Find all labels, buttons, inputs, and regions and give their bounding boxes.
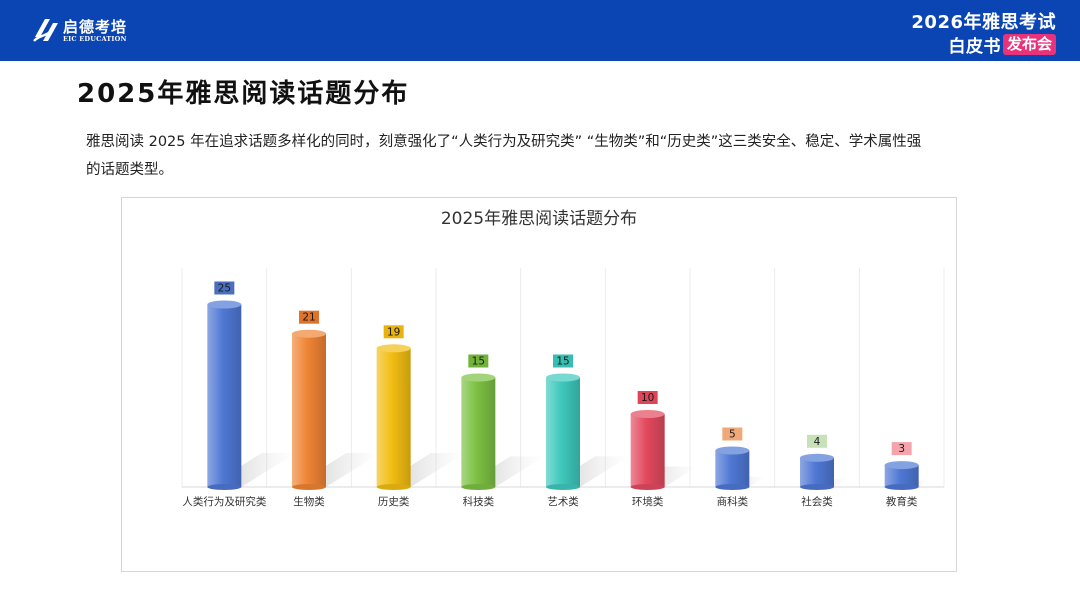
data-label-text: 21 bbox=[302, 312, 315, 324]
bar-body bbox=[630, 414, 665, 487]
bar-cap bbox=[630, 410, 665, 418]
bar-body bbox=[376, 348, 411, 487]
data-label: 3 bbox=[891, 442, 912, 456]
x-tick-label: 教育类 bbox=[886, 495, 918, 508]
data-label: 19 bbox=[383, 325, 404, 339]
bar-cap bbox=[292, 329, 326, 338]
brand-name: 启德考培 bbox=[63, 18, 128, 36]
bar-社会类 bbox=[800, 453, 834, 490]
bar-科技类 bbox=[461, 373, 496, 490]
eic-logo-icon bbox=[33, 19, 58, 42]
header-bar: 启德考培 EIC EDUCATION 2026年雅思考试 白皮书 发布会 bbox=[0, 0, 1080, 61]
chart-title: 2025年雅思阅读话题分布 bbox=[441, 209, 637, 229]
data-label-text: 3 bbox=[898, 443, 905, 455]
data-label-box bbox=[214, 281, 235, 295]
x-tick-label: 生物类 bbox=[293, 495, 325, 508]
data-label: 25 bbox=[214, 281, 235, 295]
bar-教育类 bbox=[884, 461, 919, 490]
data-label-box bbox=[807, 434, 827, 448]
data-label: 10 bbox=[637, 391, 658, 404]
data-label-box bbox=[891, 442, 912, 456]
bar-环境类 bbox=[630, 410, 665, 490]
event-badge: 发布会 bbox=[1002, 34, 1056, 55]
data-label: 21 bbox=[299, 310, 319, 324]
bar-chart: 2025年雅思阅读话题分布 25 人类行为及研究类 21 生物类 19 历史类 15 科技类 15… bbox=[181, 209, 945, 508]
data-label-text: 25 bbox=[218, 283, 231, 295]
bar-艺术类 bbox=[546, 373, 580, 490]
bar-base bbox=[207, 484, 242, 490]
bar-cap bbox=[376, 344, 411, 353]
data-label-box bbox=[637, 391, 658, 404]
bar-base bbox=[884, 484, 919, 490]
bar-base bbox=[800, 484, 834, 490]
data-label: 15 bbox=[553, 354, 573, 368]
bar-body bbox=[884, 465, 919, 487]
data-label-box bbox=[722, 427, 743, 441]
data-label-text: 5 bbox=[729, 429, 736, 441]
bar-base bbox=[715, 484, 750, 490]
data-label-text: 4 bbox=[814, 436, 821, 448]
bar-body bbox=[715, 450, 750, 487]
bar-base bbox=[292, 484, 326, 490]
bar-body bbox=[461, 377, 496, 487]
data-label-box bbox=[299, 310, 319, 324]
x-tick-label: 艺术类 bbox=[547, 495, 579, 508]
data-label-text: 15 bbox=[472, 356, 485, 368]
x-tick-label: 人类行为及研究类 bbox=[182, 495, 266, 508]
bar-cap bbox=[546, 373, 580, 382]
bar-body bbox=[546, 377, 580, 487]
bar-base bbox=[461, 484, 496, 490]
bar-人类行为及研究类 bbox=[207, 300, 242, 490]
bar-cap bbox=[461, 373, 496, 382]
bar-body bbox=[292, 333, 326, 487]
bar-base bbox=[546, 484, 580, 490]
bar-商科类 bbox=[715, 446, 750, 490]
data-label-text: 19 bbox=[387, 326, 400, 338]
bar-cap bbox=[884, 461, 919, 470]
data-label: 5 bbox=[722, 427, 743, 441]
bar-生物类 bbox=[292, 329, 326, 490]
data-label-box bbox=[553, 354, 573, 368]
bar-历史类 bbox=[376, 344, 411, 490]
bar-cap bbox=[207, 300, 242, 309]
bar-body bbox=[800, 457, 834, 487]
bar-cap bbox=[800, 453, 834, 462]
bar-base bbox=[376, 484, 411, 490]
data-label-text: 10 bbox=[641, 392, 654, 404]
event-title-line1: 2026年雅思考试 bbox=[911, 12, 1056, 33]
x-tick-label: 社会类 bbox=[801, 495, 833, 508]
brand-subtitle: EIC EDUCATION bbox=[63, 35, 127, 43]
chart-panel: 2025年雅思阅读话题分布 25 人类行为及研究类 21 生物类 19 历史类 15 科技类 15… bbox=[121, 197, 957, 572]
x-tick-label: 商科类 bbox=[717, 495, 749, 508]
x-tick-label: 环境类 bbox=[632, 495, 664, 508]
bar-body bbox=[207, 304, 242, 487]
bar-cap bbox=[715, 446, 750, 455]
data-label: 4 bbox=[807, 434, 827, 448]
data-label-text: 15 bbox=[556, 356, 569, 368]
page-title: 2025年雅思阅读话题分布 bbox=[77, 79, 410, 109]
data-label: 15 bbox=[468, 354, 489, 368]
bar-base bbox=[630, 484, 665, 490]
x-tick-label: 历史类 bbox=[378, 495, 410, 508]
event-title: 2026年雅思考试 白皮书 发布会 bbox=[836, 7, 1056, 57]
data-label-box bbox=[468, 354, 489, 368]
x-tick-label: 科技类 bbox=[463, 495, 495, 508]
event-title-line2: 白皮书 发布会 bbox=[948, 32, 1056, 57]
event-title-whitepaper: 白皮书 bbox=[948, 37, 1001, 57]
data-label-box bbox=[383, 325, 404, 339]
brand-logo[interactable]: 启德考培 EIC EDUCATION bbox=[31, 13, 131, 47]
intro-paragraph: 雅思阅读 2025 年在追求话题多样化的同时，刻意强化了“人类行为及研究类” “… bbox=[86, 134, 922, 178]
